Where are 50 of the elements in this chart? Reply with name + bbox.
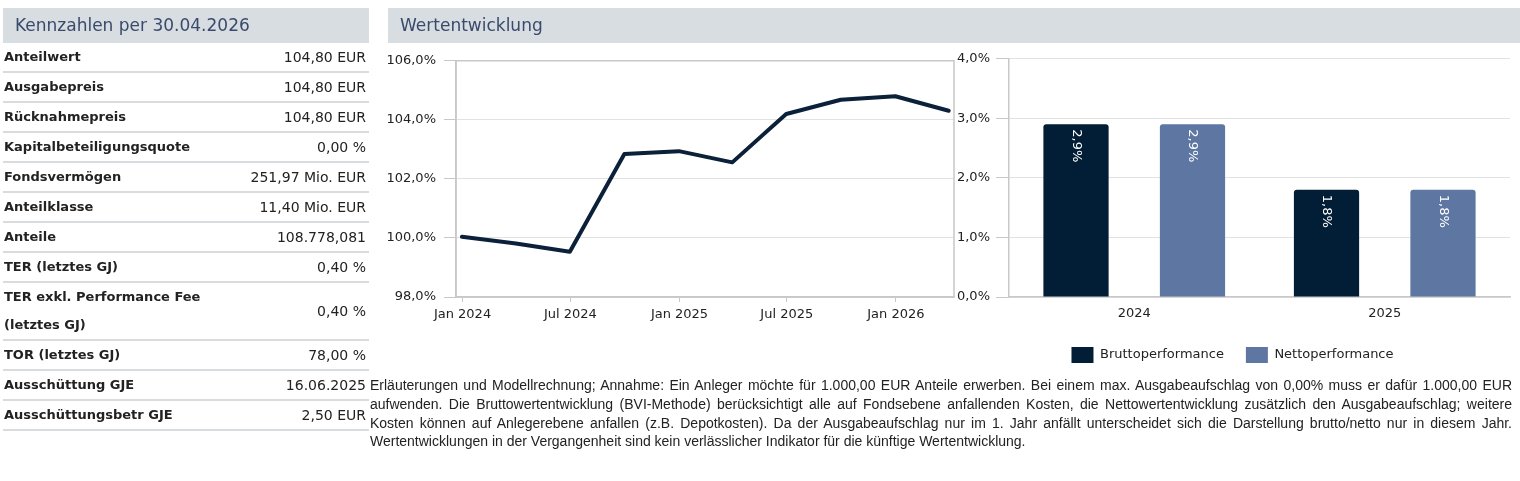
y-tick-label: 2,0% — [956, 169, 990, 185]
text: TER exkl. Performance Fee (letztes GJ) — [4, 288, 202, 334]
text: 104,80 EUR — [283, 109, 366, 125]
y-tick-label: 98,0% — [394, 288, 436, 304]
text: Rücknahmepreis — [4, 108, 127, 126]
text: 16.06.2025 — [285, 377, 366, 393]
text: Ausgabepreis — [4, 78, 105, 96]
text: 78,00 % — [308, 347, 366, 363]
x-tick-label: Jan 2026 — [866, 306, 925, 322]
chart-title: Wertentwicklung — [388, 8, 1520, 43]
text: Anteilklasse — [4, 198, 95, 216]
data-label: 1,8% — [1320, 194, 1336, 228]
data-label: 2,9% — [1186, 129, 1202, 163]
legend-label: Nettoperformance — [1274, 346, 1394, 362]
y-tick-label: 102,0% — [386, 170, 436, 186]
y-tick-label: 104,0% — [386, 111, 436, 127]
text: 2,50 EUR — [301, 407, 366, 423]
text: Ausschüttungsbetr GJE — [4, 406, 174, 424]
text: 0,00 % — [317, 139, 366, 155]
y-tick-label: 100,0% — [386, 229, 436, 245]
text: 104,80 EUR — [283, 49, 366, 65]
text: Anteilwert — [4, 48, 82, 66]
x-tick-label: 2025 — [1368, 305, 1402, 321]
text: Kennzahlen per 30.04.2026 — [3, 8, 369, 43]
legend-label: Bruttoperformance — [1099, 346, 1224, 362]
text: TER (letztes GJ) — [4, 258, 120, 276]
text: 0,40 % — [317, 259, 366, 275]
text: 251,97 Mio. EUR — [250, 169, 366, 185]
data-label: 1,8% — [1436, 194, 1452, 228]
y-tick-label: 1,0% — [956, 228, 990, 244]
text: Fondsvermögen — [4, 168, 123, 186]
y-tick-label: 4,0% — [956, 50, 990, 66]
x-tick-label: Jul 2025 — [759, 306, 814, 322]
text: 104,80 EUR — [283, 79, 366, 95]
text: Kapitalbeteiligungsquote — [4, 138, 191, 156]
text: 11,40 Mio. EUR — [259, 199, 366, 215]
y-tick-label: 106,0% — [386, 52, 436, 68]
x-tick-label: Jul 2024 — [542, 306, 597, 322]
data-label: 2,9% — [1069, 129, 1085, 163]
text: 0,40 % — [317, 303, 366, 319]
text: 108.778,081 — [276, 229, 366, 245]
text: Ausschüttung GJE — [4, 376, 136, 394]
x-tick-label: Jan 2024 — [432, 306, 492, 322]
text: Erläuterungen und Modellrechnung; Annahme: Ein Anleger möchte für 1.000,00 EUR Anteile erwerben. Bei einem max. Ausgabeaufschlag von 0,00% muss er dafür 1.000,00 EUR aufwenden. Die Bruttowertentwicklung (BVI-Methode) berücksichtigt alle auf Fondsebene anfallenden Kosten, die Nettowertentwicklung zusätzlich den Ausgabeaufschlag; weitere Kosten können auf Anlegerebene anfallen (z.B. Depotkosten). Da der Ausgabeaufschlag nur im 1. Jahr anfällt unterscheidet sich die Darstellung brutto/netto nur in diesem Jahr. Wertentwicklungen in der Vergangenheit sind kein verlässlicher Indikator für die künftige Wertentwicklung. — [370, 376, 1512, 452]
x-tick-label: 2024 — [1117, 305, 1151, 321]
y-tick-label: 3,0% — [956, 109, 990, 125]
x-tick-label: Jan 2025 — [649, 306, 709, 322]
text: TOR (letztes GJ) — [4, 346, 122, 364]
y-tick-label: 0,0% — [956, 288, 990, 304]
text: Anteile — [4, 228, 58, 246]
